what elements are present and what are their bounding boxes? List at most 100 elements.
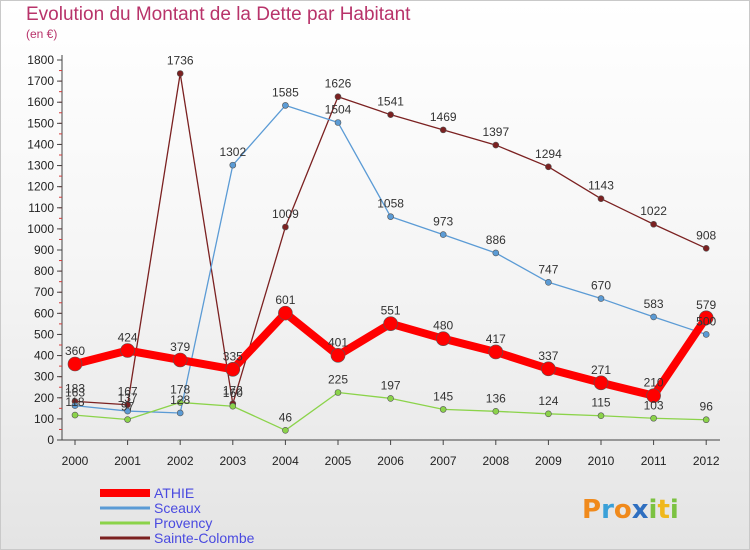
data-label-provency: 178 xyxy=(170,382,190,396)
data-label-sceaux: 973 xyxy=(433,215,453,229)
data-label-sainte-colombe: 1143 xyxy=(588,179,614,193)
data-label-sceaux: 1302 xyxy=(219,145,246,159)
data-point-sceaux xyxy=(282,102,289,109)
data-point-provency xyxy=(282,426,289,434)
series-line-sceaux xyxy=(74,104,707,414)
data-point-sceaux xyxy=(597,295,605,302)
data-label-athie: 379 xyxy=(170,340,190,354)
data-label-sainte-colombe: 172 xyxy=(223,384,243,398)
logo-letter: P xyxy=(582,495,601,525)
data-label-sainte-colombe: 1294 xyxy=(535,147,562,161)
data-point-sainte-colombe xyxy=(439,126,447,134)
y-tick-label: 800 xyxy=(34,264,54,278)
data-label-athie: 210 xyxy=(644,376,664,390)
data-point-provency xyxy=(124,416,131,423)
logo-letter: x xyxy=(632,495,649,525)
data-point-sceaux xyxy=(176,409,184,417)
data-point-provency xyxy=(334,389,342,396)
y-tick-label: 700 xyxy=(34,285,54,299)
data-point-athie xyxy=(120,343,135,358)
y-tick-label: 600 xyxy=(34,306,54,320)
logo-letter: t xyxy=(657,495,669,525)
data-point-sceaux xyxy=(702,331,710,338)
y-tick-label: 1200 xyxy=(27,180,54,194)
y-tick-label: 1700 xyxy=(27,74,54,88)
logo-letter: o xyxy=(614,495,632,525)
series-lines xyxy=(74,72,710,431)
data-label-athie: 551 xyxy=(381,304,401,318)
data-label-athie: 271 xyxy=(591,363,611,377)
data-label-sainte-colombe: 167 xyxy=(118,385,138,399)
x-tick-label: 2008 xyxy=(482,454,509,468)
x-tick-label: 2000 xyxy=(62,454,89,468)
data-point-provency xyxy=(439,406,447,413)
chart-title: Evolution du Montant de la Dette par Hab… xyxy=(26,4,411,25)
y-tick-label: 0 xyxy=(47,433,54,447)
data-label-provency: 160 xyxy=(223,386,243,400)
data-label-sceaux: 1058 xyxy=(377,197,404,211)
data-label-sainte-colombe: 183 xyxy=(65,381,85,395)
data-label-sainte-colombe: 1626 xyxy=(325,77,352,91)
data-label-sceaux: 137 xyxy=(118,391,138,405)
legend-label-sceaux: Sceaux xyxy=(154,500,201,516)
data-point-provency xyxy=(702,416,710,424)
data-point-provency xyxy=(545,410,552,418)
data-point-sainte-colombe xyxy=(597,195,605,202)
x-tick-label: 2011 xyxy=(641,454,667,468)
data-label-sainte-colombe: 1022 xyxy=(640,204,667,218)
data-point-sainte-colombe xyxy=(282,223,289,231)
y-tick-label: 1800 xyxy=(27,53,54,67)
y-tick-label: 500 xyxy=(34,327,54,341)
x-tick-label: 2010 xyxy=(588,454,615,468)
data-point-provency xyxy=(176,399,184,406)
data-point-sceaux xyxy=(124,407,131,415)
data-label-sceaux: 747 xyxy=(538,262,558,276)
data-point-provency xyxy=(492,407,500,415)
data-point-sainte-colombe xyxy=(334,93,342,101)
data-label-provency: 118 xyxy=(65,395,84,409)
data-label-athie: 480 xyxy=(433,319,453,333)
data-labels: 360 424 379 335 601 401 551 480 417 337 271 210 579 1… xyxy=(65,54,717,425)
data-label-athie: 417 xyxy=(486,332,506,346)
data-label-athie: 335 xyxy=(223,349,243,363)
data-point-athie xyxy=(278,305,293,321)
legend-label-provency: Provency xyxy=(154,515,212,531)
data-point-sainte-colombe xyxy=(492,141,500,149)
axes: 0 100 200 300 400 500 600 700 800 900 1000 1100 1200… xyxy=(27,53,720,468)
data-label-sainte-colombe: 1736 xyxy=(167,54,194,68)
data-point-provency xyxy=(229,402,237,410)
series-points xyxy=(67,70,714,434)
data-label-sceaux: 1504 xyxy=(325,102,352,116)
data-point-athie xyxy=(488,344,504,360)
data-point-provency xyxy=(71,411,79,419)
y-tick-label: 400 xyxy=(34,349,54,363)
data-label-provency: 103 xyxy=(644,398,664,412)
data-point-sainte-colombe xyxy=(176,70,184,77)
data-point-sainte-colombe xyxy=(702,245,710,252)
data-label-sainte-colombe: 1397 xyxy=(482,125,509,139)
data-label-sainte-colombe: 1009 xyxy=(272,207,299,221)
data-point-sceaux xyxy=(334,119,342,126)
x-tick-label: 2005 xyxy=(325,454,352,468)
y-tick-label: 1600 xyxy=(27,95,54,109)
data-label-provency: 124 xyxy=(538,394,558,408)
logo-letter: i xyxy=(670,495,679,525)
x-tick-label: 2001 xyxy=(114,454,141,468)
data-point-sceaux xyxy=(71,402,79,409)
y-tick-label: 1300 xyxy=(27,159,54,173)
legend-label-athie: ATHIE xyxy=(154,485,194,501)
y-tick-label: 100 xyxy=(34,412,54,426)
data-label-sainte-colombe: 1541 xyxy=(377,95,404,109)
data-label-provency: 46 xyxy=(279,410,293,424)
data-point-sainte-colombe xyxy=(650,220,657,228)
data-label-sainte-colombe: 1469 xyxy=(430,110,457,124)
data-point-provency xyxy=(387,395,394,402)
x-tick-label: 2003 xyxy=(219,454,246,468)
chart-subtitle: (en €) xyxy=(26,27,58,41)
data-label-athie: 601 xyxy=(275,293,295,307)
data-point-athie xyxy=(435,331,451,346)
data-label-athie: 401 xyxy=(328,335,348,349)
data-point-athie xyxy=(646,388,661,403)
y-tick-label: 1500 xyxy=(27,116,54,130)
